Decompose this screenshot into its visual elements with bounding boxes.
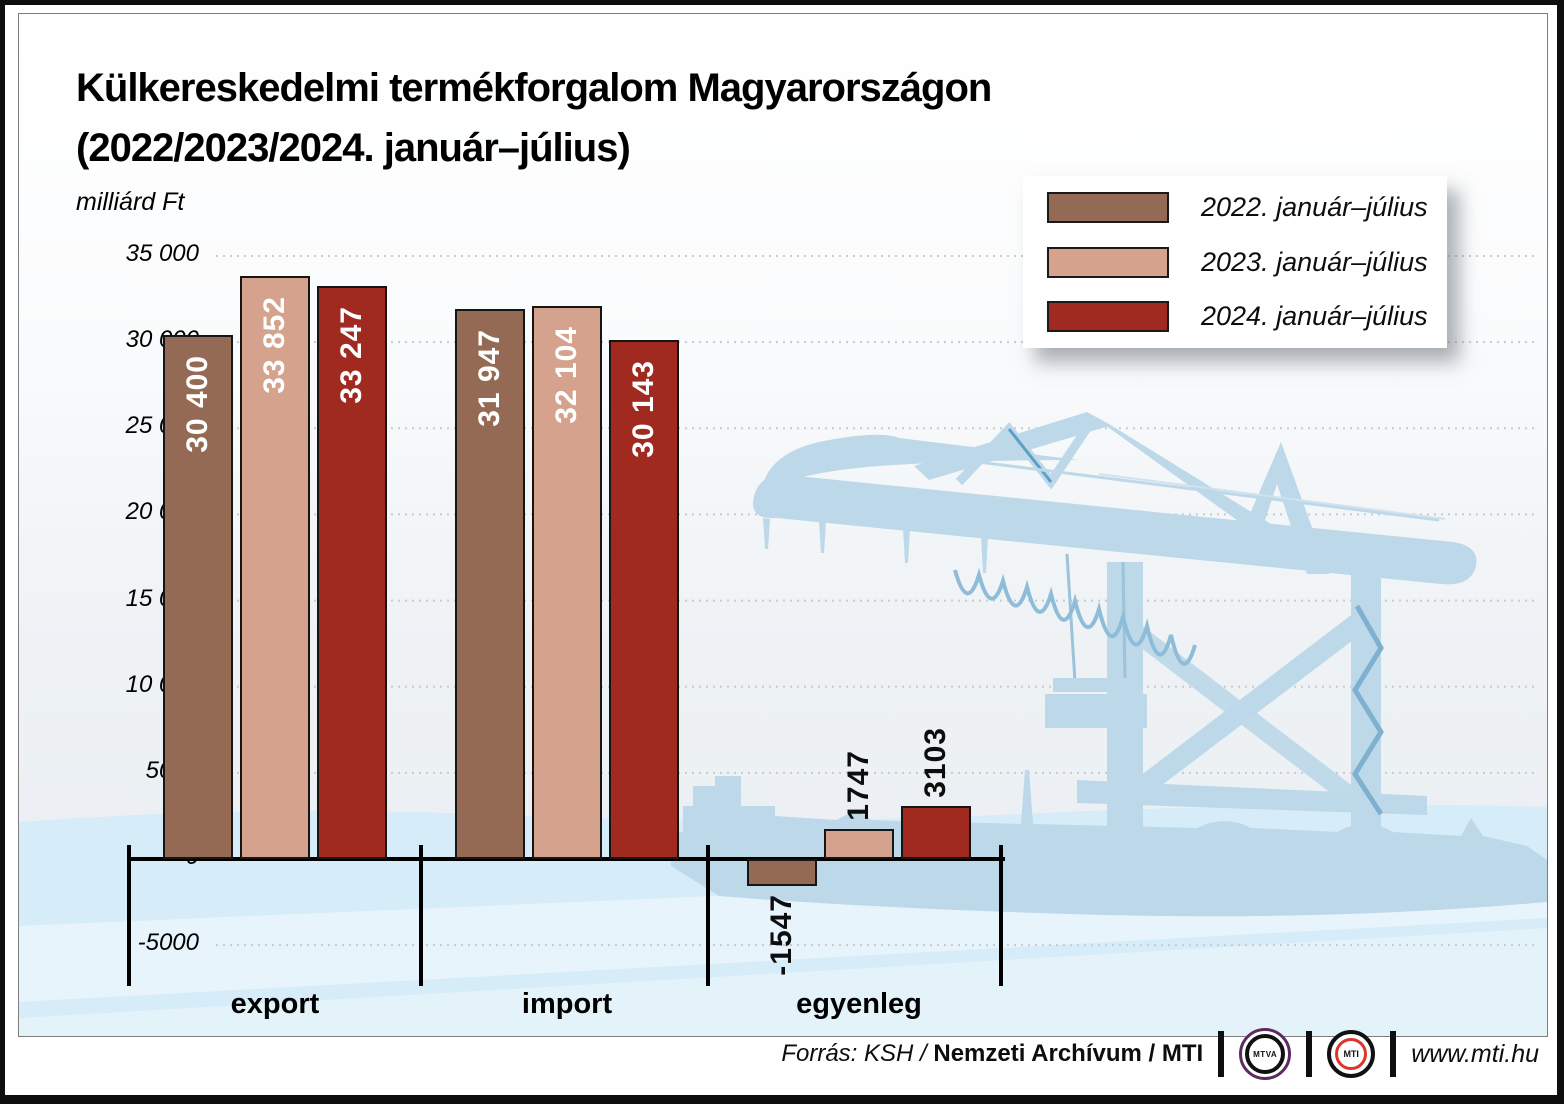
legend-item-2022: 2022. január–július bbox=[1047, 192, 1447, 223]
website-url: www.mti.hu bbox=[1411, 1039, 1539, 1068]
footer-separator bbox=[1218, 1031, 1225, 1077]
axis-divider-import-egyenleg bbox=[706, 845, 710, 986]
legend-swatch-2024 bbox=[1047, 301, 1169, 332]
chart-panel: Külkereskedelmi termékforgalom Magyarors… bbox=[18, 13, 1548, 1037]
source-prefix: Forrás: KSH / bbox=[781, 1040, 927, 1067]
category-label-export: export bbox=[230, 988, 320, 1020]
page-title-line2: (2022/2023/2024. január–július) bbox=[76, 126, 631, 170]
mtva-logo-text: MTVA bbox=[1253, 1049, 1278, 1059]
bar-egyenleg-2024. bbox=[901, 805, 971, 859]
axis-divider-export-import bbox=[419, 845, 423, 986]
value-label-import-2024.: 30 143 bbox=[627, 359, 660, 458]
bar-export-2023. bbox=[240, 275, 310, 859]
source-credit: Forrás: KSH / Nemzeti Archívum / MTI bbox=[781, 1040, 1203, 1068]
bar-egyenleg-2022. bbox=[747, 859, 817, 886]
bar-export-2024. bbox=[317, 286, 387, 859]
footer: Forrás: KSH / Nemzeti Archívum / MTI MTV… bbox=[781, 1025, 1539, 1083]
legend-swatch-2022 bbox=[1047, 192, 1169, 223]
mtva-logo: MTVA bbox=[1239, 1028, 1292, 1080]
bar-import-2022. bbox=[455, 308, 525, 859]
legend-swatch-2023 bbox=[1047, 246, 1169, 278]
axis-divider-right bbox=[999, 845, 1003, 986]
legend-item-2023: 2023. január–július bbox=[1047, 246, 1447, 278]
category-label-egyenleg: egyenleg bbox=[796, 988, 922, 1020]
source-orgs: Nemzeti Archívum / MTI bbox=[933, 1040, 1204, 1067]
value-label-export-2022.: 30 400 bbox=[181, 355, 214, 454]
category-label-import: import bbox=[521, 988, 613, 1020]
legend-label-2023: 2023. január–július bbox=[1201, 246, 1428, 277]
value-label-export-2023.: 33 852 bbox=[258, 295, 291, 394]
legend-label-2022: 2022. január–július bbox=[1201, 192, 1428, 222]
footer-separator bbox=[1306, 1031, 1313, 1077]
footer-separator bbox=[1390, 1031, 1397, 1077]
mti-logo: MTI bbox=[1327, 1030, 1376, 1078]
value-label-import-2023.: 32 104 bbox=[550, 325, 583, 424]
bar-egyenleg-2023. bbox=[824, 828, 894, 859]
value-label-export-2024.: 33 247 bbox=[335, 306, 368, 404]
y-tick--5000: -5000 bbox=[137, 929, 199, 957]
page-title-line1: Külkereskedelmi termékforgalom Magyarors… bbox=[76, 66, 992, 110]
value-label-egyenleg-2023.: 1747 bbox=[842, 750, 875, 821]
axis-divider-left bbox=[127, 845, 131, 986]
legend-item-2024: 2024. január–július bbox=[1047, 301, 1447, 332]
y-tick-35000: 35 000 bbox=[125, 240, 199, 267]
title-block: Külkereskedelmi termékforgalom Magyarors… bbox=[76, 58, 992, 217]
value-label-egyenleg-2022.: -1547 bbox=[765, 893, 798, 976]
ship-silhouette bbox=[671, 770, 1547, 917]
legend: 2022. január–július 2023. január–július … bbox=[1023, 176, 1447, 348]
legend-label-2024: 2024. január–július bbox=[1201, 301, 1428, 331]
bar-export-2022. bbox=[163, 335, 233, 859]
mti-logo-text: MTI bbox=[1343, 1049, 1359, 1059]
value-label-egyenleg-2024.: 3103 bbox=[919, 726, 952, 798]
unit-label: milliárd Ft bbox=[76, 188, 185, 216]
value-label-import-2022.: 31 947 bbox=[473, 328, 506, 427]
bar-import-2023. bbox=[532, 305, 602, 859]
